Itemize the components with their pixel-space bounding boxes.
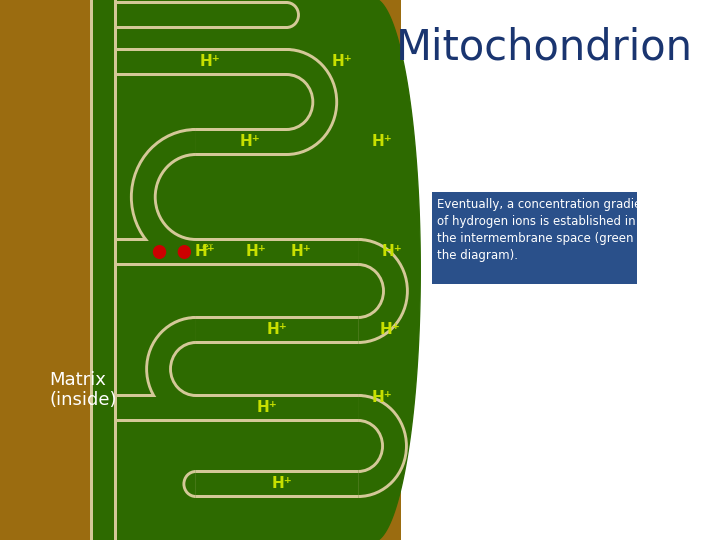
Text: H⁺: H⁺	[290, 245, 311, 260]
Text: Mitochondrion: Mitochondrion	[396, 27, 693, 69]
Text: H⁺: H⁺	[372, 134, 392, 150]
Wedge shape	[287, 1, 300, 29]
Wedge shape	[148, 319, 196, 419]
Wedge shape	[287, 48, 300, 76]
Text: H⁺: H⁺	[372, 390, 392, 406]
Text: H⁺: H⁺	[246, 245, 266, 260]
Wedge shape	[185, 319, 196, 341]
Text: H⁺: H⁺	[271, 476, 292, 491]
Wedge shape	[359, 241, 406, 341]
Bar	[117, 4, 287, 26]
Wedge shape	[359, 397, 405, 495]
Bar	[196, 470, 359, 498]
Bar	[90, 0, 117, 540]
Wedge shape	[287, 51, 336, 153]
Wedge shape	[182, 128, 196, 156]
Wedge shape	[287, 4, 297, 26]
Wedge shape	[359, 397, 369, 419]
Bar	[117, 1, 287, 29]
Wedge shape	[182, 470, 196, 498]
Wedge shape	[287, 51, 297, 73]
Bar	[0, 0, 401, 540]
Text: H⁺: H⁺	[199, 55, 220, 70]
Bar	[196, 473, 359, 495]
Bar	[432, 192, 637, 284]
Text: H⁺: H⁺	[266, 322, 287, 338]
Text: H⁺: H⁺	[257, 401, 278, 415]
Bar	[117, 238, 359, 266]
Wedge shape	[185, 131, 196, 153]
Bar	[196, 316, 359, 344]
Wedge shape	[130, 128, 196, 266]
Text: H⁺: H⁺	[195, 245, 216, 260]
Wedge shape	[359, 238, 409, 344]
Wedge shape	[359, 394, 408, 498]
Bar	[117, 241, 359, 263]
Bar	[117, 397, 359, 419]
Wedge shape	[182, 316, 196, 344]
Bar	[117, 394, 359, 422]
Text: H⁺: H⁺	[382, 245, 402, 260]
Circle shape	[153, 245, 166, 259]
Wedge shape	[145, 316, 196, 422]
Wedge shape	[287, 48, 338, 156]
Bar	[196, 128, 287, 156]
Wedge shape	[359, 241, 369, 263]
Bar	[93, 0, 114, 540]
Text: Eventually, a concentration gradient
of hydrogen ions is established in
the inte: Eventually, a concentration gradient of …	[438, 198, 654, 262]
Wedge shape	[359, 394, 372, 422]
Text: e⁻: e⁻	[202, 242, 215, 252]
Text: Matrix
(inside): Matrix (inside)	[50, 370, 117, 409]
Text: H⁺: H⁺	[240, 134, 261, 150]
Bar	[196, 131, 287, 153]
Wedge shape	[359, 238, 372, 266]
Bar	[117, 51, 287, 73]
Wedge shape	[132, 131, 196, 263]
Text: H⁺: H⁺	[332, 55, 352, 70]
Wedge shape	[185, 473, 196, 495]
Polygon shape	[100, 0, 420, 540]
Text: H⁺: H⁺	[379, 322, 400, 338]
Bar	[117, 48, 287, 76]
Bar	[196, 319, 359, 341]
Circle shape	[178, 245, 191, 259]
